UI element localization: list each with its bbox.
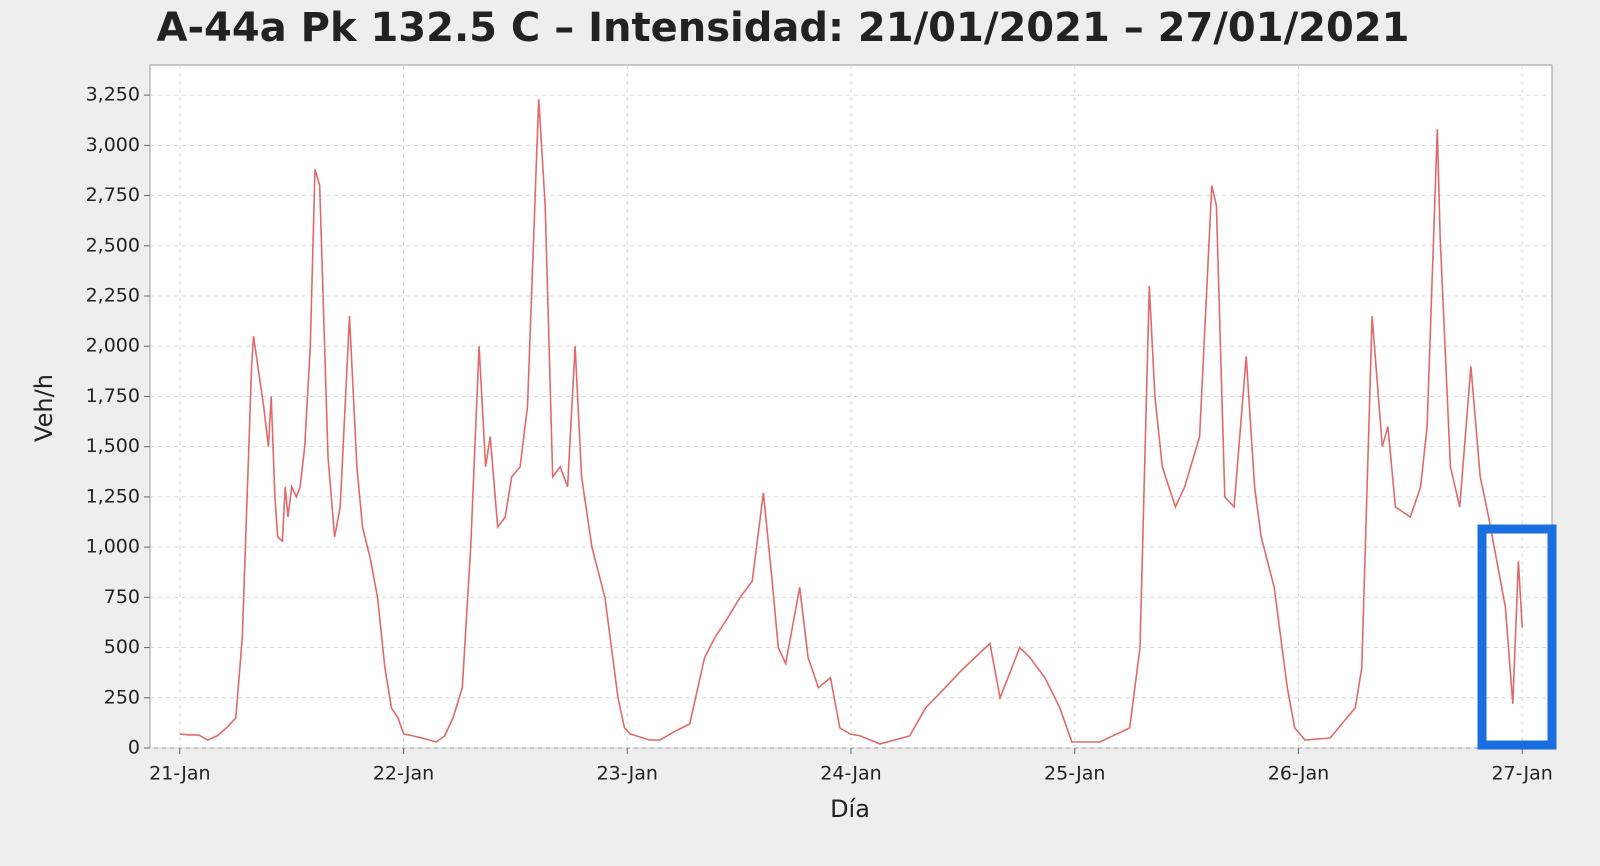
y-tick-label: 2,500 xyxy=(86,234,140,256)
x-tick-label: 24-Jan xyxy=(820,763,881,785)
y-tick-label: 1,750 xyxy=(86,385,140,407)
chart-title: A-44a Pk 132.5 C – Intensidad: 21/01/202… xyxy=(156,5,1409,51)
y-tick-label: 1,500 xyxy=(86,435,140,457)
x-axis-label: Día xyxy=(830,795,870,823)
y-tick-label: 1,000 xyxy=(86,536,140,558)
y-tick-label: 0 xyxy=(128,737,140,759)
y-tick-label: 3,000 xyxy=(86,134,140,156)
y-tick-label: 500 xyxy=(104,636,140,658)
data-line xyxy=(179,99,1523,745)
plot-area xyxy=(149,64,1553,749)
y-tick-label: 2,250 xyxy=(86,285,140,307)
y-tick-label: 3,250 xyxy=(86,84,140,106)
x-tick-label: 22-Jan xyxy=(373,763,434,785)
y-tick-label: 250 xyxy=(104,686,140,708)
y-axis-label: Veh/h xyxy=(30,374,58,442)
x-tick-label: 27-Jan xyxy=(1491,763,1552,785)
layer: 0 250 500 750 1,000 1,250 1,500 1,750 2,000 2,250… xyxy=(86,65,1553,785)
x-tick-label: 23-Jan xyxy=(597,763,658,785)
y-tick-label: 2,000 xyxy=(86,335,140,357)
x-tick-label: 26-Jan xyxy=(1268,763,1329,785)
y-tick-label: 750 xyxy=(104,586,140,608)
y-tick-label: 2,750 xyxy=(86,184,140,206)
x-tick-label: 21-Jan xyxy=(149,763,210,785)
highlight-box xyxy=(1477,524,1557,750)
y-tick-label: 1,250 xyxy=(86,485,140,507)
x-tick-label: 25-Jan xyxy=(1044,763,1105,785)
